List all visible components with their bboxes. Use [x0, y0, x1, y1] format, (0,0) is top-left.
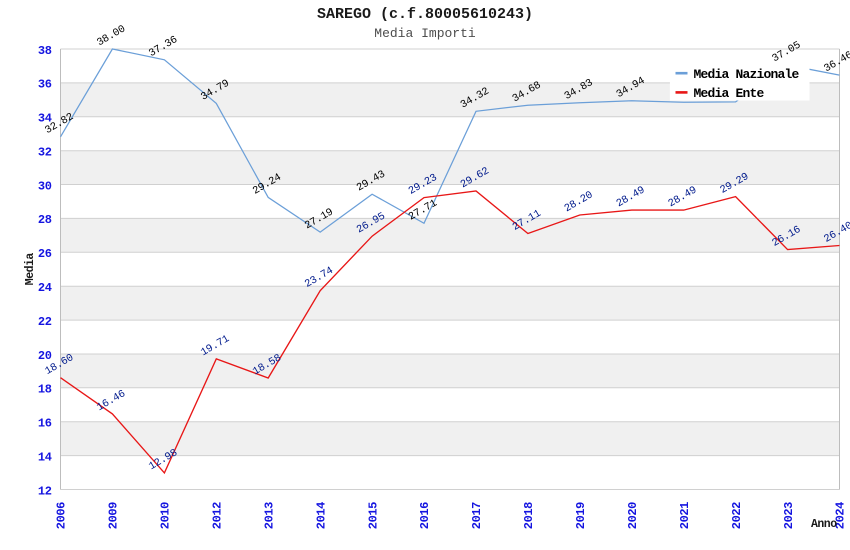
svg-text:Media Ente: Media Ente: [694, 86, 765, 101]
svg-text:2018: 2018: [522, 502, 536, 529]
svg-text:2013: 2013: [262, 502, 276, 529]
svg-text:24: 24: [38, 281, 52, 295]
svg-text:38.00: 38.00: [95, 23, 128, 49]
svg-text:18: 18: [38, 383, 52, 397]
svg-text:2010: 2010: [159, 502, 173, 529]
svg-text:16: 16: [38, 417, 52, 431]
svg-text:36.46: 36.46: [822, 49, 850, 75]
svg-text:20: 20: [38, 349, 52, 363]
svg-text:2016: 2016: [418, 502, 432, 529]
svg-text:14: 14: [38, 450, 52, 464]
svg-text:2015: 2015: [366, 502, 380, 529]
svg-text:28.20: 28.20: [562, 189, 595, 215]
svg-text:Media: Media: [24, 253, 37, 286]
svg-text:16.46: 16.46: [95, 388, 128, 414]
svg-text:Media Nazionale: Media Nazionale: [694, 67, 800, 82]
svg-text:36: 36: [38, 78, 52, 92]
svg-text:37.05: 37.05: [770, 39, 803, 65]
svg-text:22: 22: [38, 315, 52, 329]
svg-text:2021: 2021: [678, 502, 692, 529]
svg-text:28.49: 28.49: [666, 184, 699, 210]
svg-text:2006: 2006: [55, 502, 69, 529]
svg-text:2022: 2022: [730, 502, 744, 529]
svg-text:2020: 2020: [626, 502, 640, 529]
svg-text:30: 30: [38, 179, 52, 193]
svg-text:12: 12: [38, 484, 52, 498]
svg-text:2024: 2024: [834, 502, 848, 529]
svg-text:2023: 2023: [782, 502, 796, 529]
svg-text:38: 38: [38, 44, 52, 58]
svg-text:37.36: 37.36: [147, 34, 180, 60]
svg-text:2017: 2017: [470, 502, 484, 529]
svg-text:28.49: 28.49: [614, 184, 647, 210]
svg-text:28: 28: [38, 213, 52, 227]
svg-text:2012: 2012: [211, 502, 225, 529]
svg-text:26: 26: [38, 247, 52, 261]
svg-text:32: 32: [38, 146, 52, 160]
svg-text:Anno: Anno: [811, 518, 837, 531]
svg-text:2019: 2019: [574, 502, 588, 529]
svg-text:2014: 2014: [314, 502, 328, 529]
svg-text:34: 34: [38, 112, 52, 126]
svg-text:2009: 2009: [107, 502, 121, 529]
